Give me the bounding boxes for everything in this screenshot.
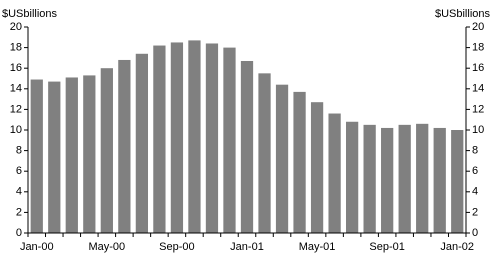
y2-axis-label: $USbillions — [435, 8, 491, 20]
bar — [258, 73, 271, 233]
bar — [188, 40, 201, 233]
y-tick-label: 2 — [16, 206, 22, 218]
y-tick-label: 12 — [10, 103, 22, 115]
y2-tick-label: 20 — [472, 21, 484, 33]
bar — [433, 127, 446, 233]
bar — [451, 130, 464, 233]
y-tick-label: 20 — [10, 21, 22, 33]
x-tick-label: Jan-02 — [440, 241, 474, 253]
y2-tick-label: 14 — [472, 83, 484, 95]
bar — [65, 77, 78, 233]
y2-tick-label: 4 — [472, 186, 478, 198]
bar — [310, 102, 324, 233]
bar — [275, 84, 289, 234]
y-tick-label: 18 — [10, 42, 22, 54]
y2-tick-label: 18 — [472, 42, 484, 54]
y-tick-label: 14 — [10, 83, 22, 95]
x-tick-label: Jan-00 — [20, 241, 54, 253]
y-axis-label: $USbillions — [2, 8, 58, 20]
x-tick-label: Jan-01 — [230, 241, 264, 253]
y-tick-label: 0 — [16, 227, 22, 239]
bar — [153, 45, 166, 233]
y2-tick-label: 16 — [472, 62, 484, 74]
bar — [381, 127, 394, 233]
x-tick-label: Sep-01 — [369, 241, 404, 253]
bar — [170, 42, 184, 234]
y2-tick-label: 12 — [472, 103, 484, 115]
bar — [100, 68, 113, 233]
y2-tick-label: 6 — [472, 165, 478, 177]
bar — [118, 59, 131, 234]
bar — [416, 123, 429, 233]
bar — [240, 60, 254, 233]
bar — [48, 81, 61, 233]
bar — [328, 113, 341, 233]
x-tick-label: Sep-00 — [159, 241, 194, 253]
bar — [30, 79, 43, 233]
bar — [293, 91, 306, 233]
y2-tick-label: 2 — [472, 206, 478, 218]
y2-tick-label: 0 — [472, 227, 478, 239]
y-tick-label: 6 — [16, 165, 22, 177]
bar — [135, 53, 149, 233]
y-tick-label: 4 — [16, 186, 22, 198]
y-tick-label: 16 — [10, 62, 22, 74]
bar — [363, 124, 376, 233]
bar — [205, 43, 219, 234]
y2-tick-label: 10 — [472, 124, 484, 136]
y-tick-label: 10 — [10, 124, 22, 136]
y-tick-label: 8 — [16, 145, 22, 157]
x-tick-label: May-00 — [88, 241, 125, 253]
bar — [345, 121, 359, 233]
bar — [83, 75, 96, 233]
bar — [223, 47, 236, 233]
x-tick-label: May-01 — [299, 241, 336, 253]
bar — [398, 124, 411, 233]
y2-tick-label: 8 — [472, 145, 478, 157]
